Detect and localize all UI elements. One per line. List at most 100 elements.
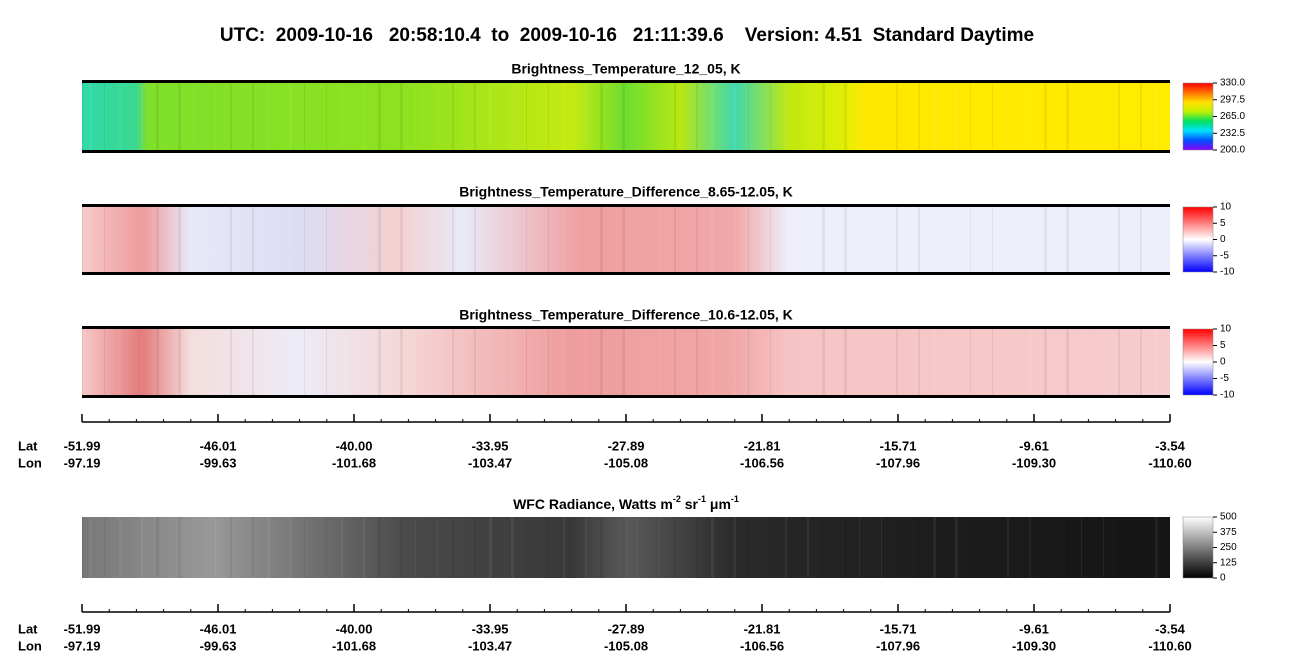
lat-tick-label: -51.99 [64,621,101,636]
streak [252,207,254,272]
streak [400,329,403,395]
streak [156,329,159,395]
streak [104,83,105,150]
streak [89,83,92,150]
streak [674,207,676,272]
streak [289,207,292,272]
streak [822,329,825,395]
streak [1081,517,1082,578]
lon-tick-label: -101.68 [332,455,376,470]
streak [733,83,736,150]
streak [341,83,343,150]
streak [622,83,625,150]
colorbar-tick-label: 5 [1220,218,1226,229]
streak [178,517,181,578]
lat-tick-label: -27.89 [608,438,645,453]
streak [1066,329,1069,395]
streak [104,517,105,578]
colorbar-tick-label: 500 [1220,512,1237,523]
strip-border-bottom [82,395,1170,398]
streak [548,207,549,272]
streak [822,517,825,578]
streak [193,207,194,272]
streak [193,83,194,150]
streak [400,83,403,150]
streak [511,517,514,578]
streak [1103,517,1104,578]
title-part: -1 [731,494,739,504]
panel-title: WFC Radiance, Watts m-2 sr-1 μm-1 [513,494,739,511]
colorbar-tick-label: 0 [1220,357,1226,368]
streak [304,207,305,272]
lon-tick-label: -109.30 [1012,455,1056,470]
streak [193,517,194,578]
streak [1029,517,1031,578]
streak [1140,83,1142,150]
streak [215,207,216,272]
streak [659,517,660,578]
streak [955,83,958,150]
colorbar-tick-label: 250 [1220,542,1237,553]
streak [230,207,232,272]
lat-tick-label: -21.81 [744,438,781,453]
streak [526,329,527,395]
streak [178,83,181,150]
lat-axis-label: Lat [18,621,38,636]
streak [363,83,365,150]
streak [304,517,305,578]
streak [600,83,603,150]
lon-tick-label: -110.60 [1148,455,1191,470]
streak [1155,329,1158,395]
panel-title: Brightness_Temperature_Difference_10.6-1… [459,307,793,323]
streak [82,83,83,150]
streak [511,83,514,150]
colorbar-tick-label: -10 [1220,390,1235,401]
colorbar-tick-label: -5 [1220,250,1229,261]
streak [141,207,143,272]
streak [585,329,587,395]
colorbar [1182,206,1214,273]
lat-tick-label: -46.01 [200,438,237,453]
streak [770,517,771,578]
streak [563,207,565,272]
streak [378,83,381,150]
streak [622,207,625,272]
streak [748,517,749,578]
streak [896,83,898,150]
streak [659,83,660,150]
title-part: WFC Radiance, Watts m [513,496,673,512]
streak [1044,517,1047,578]
streak [585,83,587,150]
streak [622,517,625,578]
strip-border-top [82,80,1170,83]
streak [289,329,292,395]
streak [304,83,305,150]
streak [1029,207,1031,272]
streak [415,83,416,150]
streak [1081,329,1082,395]
streak [1118,207,1120,272]
streak [378,329,381,395]
streak [511,329,514,395]
streak [89,517,92,578]
streak [992,517,993,578]
streak [711,83,714,150]
streak [992,83,993,150]
lat-tick-label: -15.71 [880,438,917,453]
streak [252,329,254,395]
streak [1007,329,1009,395]
streak [363,517,365,578]
streak [1007,83,1009,150]
streak [252,517,254,578]
streak [526,83,527,150]
lat-tick-label: -40.00 [336,621,373,636]
lat-tick-label: -9.61 [1019,621,1049,636]
lat-axis-label: Lat [18,438,38,453]
lon-tick-label: -110.60 [1148,638,1191,653]
streak [933,329,936,395]
streak [955,207,958,272]
streak [193,329,194,395]
lon-tick-label: -101.68 [332,638,376,653]
streak [341,207,343,272]
lon-tick-label: -97.19 [64,638,101,653]
